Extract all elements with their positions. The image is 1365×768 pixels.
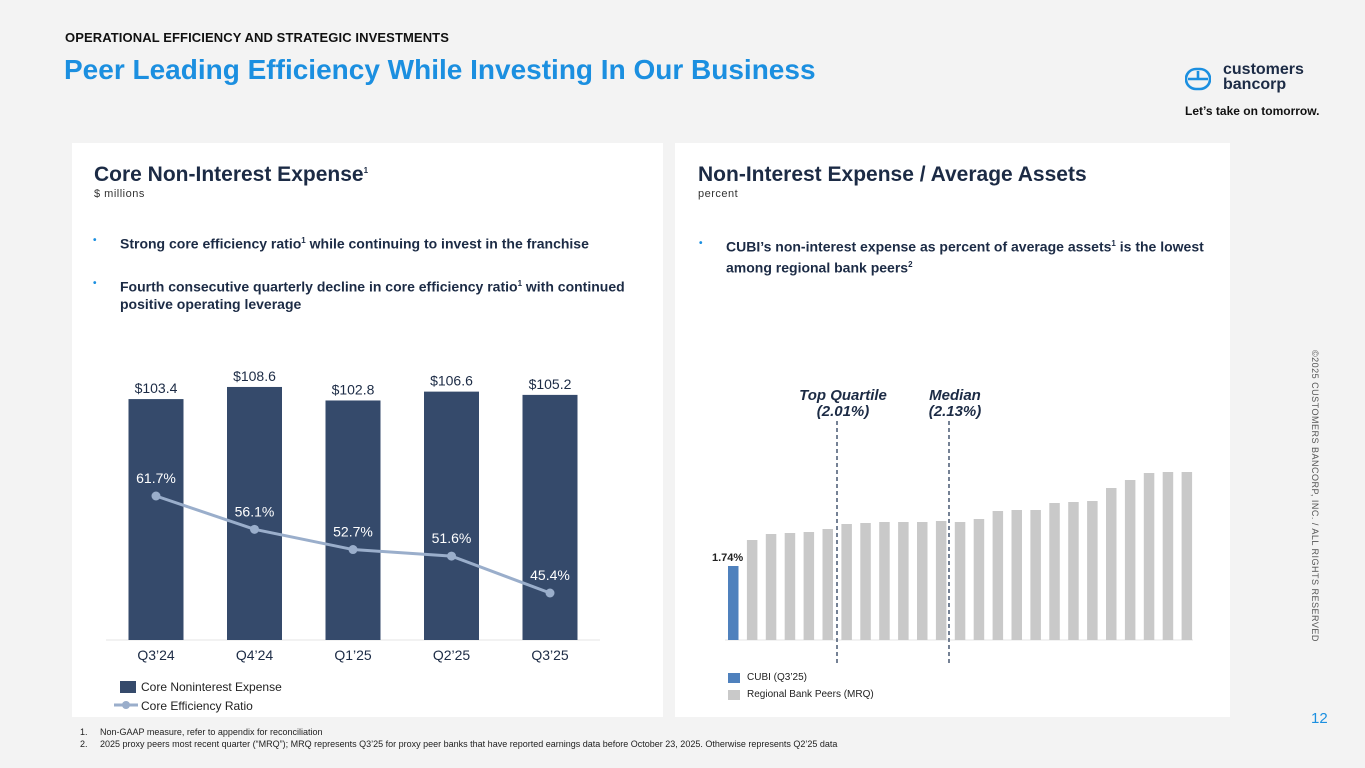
peer-bar — [1030, 510, 1041, 640]
legend-peers-label: Regional Bank Peers (MRQ) — [747, 689, 874, 700]
efficiency-value-label: 51.6% — [432, 530, 472, 546]
reference-line-label: Median — [929, 387, 981, 404]
peer-bar — [898, 522, 909, 640]
x-tick-label: Q3’25 — [531, 647, 569, 663]
peer-bar — [1143, 473, 1155, 640]
x-tick-label: Q2’25 — [433, 647, 471, 663]
core-expense-chart: $103.4 Q3’24 $108.6 Q4’24 $102.8 Q1’25 $106.6 Q… — [106, 368, 600, 663]
peer-comparison-chart: 1.74% Top Quartile(2.01%) Median(2.13%) — [712, 387, 1193, 663]
expense-bar — [522, 394, 578, 640]
expense-to-assets-panel: Non-Interest Expense / Average Assets pe… — [675, 143, 1230, 717]
customers-bancorp-logo-icon — [1185, 67, 1211, 91]
expense-bar — [128, 399, 184, 640]
peer-bar — [1106, 488, 1117, 640]
logo-name-line1: customers — [1223, 61, 1304, 78]
core-expense-panel: Core Non-Interest Expense1 $ millions • S… — [72, 143, 663, 717]
peer-bar — [935, 521, 947, 640]
reference-line-value: (2.01%) — [817, 403, 870, 420]
reference-line-value: (2.13%) — [929, 403, 982, 420]
right-panel-subtitle: percent — [698, 188, 739, 200]
legend-line-swatch — [114, 701, 138, 709]
efficiency-value-label: 56.1% — [235, 503, 275, 519]
legend-bar-swatch — [120, 681, 136, 693]
efficiency-point — [250, 524, 259, 534]
logo-name-line2: bancorp — [1223, 76, 1287, 93]
legend-line-label: Core Efficiency Ratio — [141, 699, 253, 713]
footnote: 2. 2025 proxy peers most recent quarter … — [80, 739, 838, 749]
peer-bar — [1049, 503, 1060, 640]
peer-bar — [860, 523, 871, 640]
x-tick-label: Q3’24 — [137, 647, 175, 663]
page-title: Peer Leading Efficiency While Investing … — [64, 54, 816, 85]
tagline: Let’s take on tomorrow. — [1185, 104, 1320, 118]
x-tick-label: Q1’25 — [334, 647, 372, 663]
right-bullet: • CUBI’s non-interest expense as percent … — [699, 235, 1206, 276]
left-panel-title: Core Non-Interest Expense1 — [94, 163, 369, 186]
bullet-dot-icon: • — [93, 235, 97, 246]
peer-bar — [803, 532, 815, 640]
efficiency-value-label: 52.7% — [333, 524, 373, 540]
legend-cubi-label: CUBI (Q3’25) — [747, 672, 808, 683]
peer-bar — [1011, 510, 1022, 640]
legend-peers-swatch — [728, 690, 740, 700]
peer-bar — [1124, 480, 1136, 640]
efficiency-point — [151, 491, 161, 501]
section-label: OPERATIONAL EFFICIENCY AND STRATEGIC INV… — [65, 30, 449, 45]
peer-bar — [1162, 472, 1174, 640]
efficiency-point — [447, 551, 456, 561]
peer-bar — [841, 524, 852, 640]
peer-bar — [765, 534, 777, 640]
peer-bar — [784, 533, 796, 640]
right-panel-title: Non-Interest Expense / Average Assets — [698, 163, 1087, 186]
peer-bar — [879, 522, 890, 640]
bar-value-label: $108.6 — [233, 368, 276, 384]
peer-bar — [1181, 472, 1193, 640]
left-bullet: • Strong core efficiency ratio1 while con… — [93, 232, 640, 253]
bullet-dot-icon: • — [699, 238, 703, 249]
bar-value-label: $103.4 — [135, 380, 178, 396]
peer-bar — [992, 511, 1004, 640]
peer-bar — [1087, 501, 1098, 640]
bar-value-label: $106.6 — [430, 373, 473, 389]
left-title-footnote: 1 — [363, 166, 369, 175]
peer-bar — [973, 519, 985, 640]
bar-value-label: $102.8 — [332, 381, 375, 397]
x-tick-label: Q4’24 — [236, 647, 274, 663]
expense-bar — [227, 386, 282, 640]
cubi-value-label: 1.74% — [712, 552, 743, 564]
page-number: 12 — [1311, 710, 1328, 727]
copyright-text: ©2025 CUSTOMERS BANCORP, INC. / ALL RIGH… — [1310, 350, 1320, 642]
efficiency-point — [348, 545, 358, 555]
left-bullet: • Fourth consecutive quarterly decline in… — [93, 275, 640, 313]
reference-line-label: Top Quartile — [799, 387, 887, 404]
legend-cubi-swatch — [728, 673, 740, 683]
peer-bar — [954, 522, 966, 640]
footnote: 1. Non-GAAP measure, refer to appendix f… — [80, 727, 323, 737]
peer-bar — [1068, 502, 1079, 640]
expense-bar — [424, 391, 479, 640]
expense-bar — [325, 400, 381, 640]
bullet-dot-icon: • — [93, 278, 97, 289]
legend-bar-label: Core Noninterest Expense — [141, 680, 282, 694]
efficiency-value-label: 45.4% — [530, 567, 570, 583]
cubi-bar — [728, 566, 739, 640]
peer-bar — [917, 522, 928, 640]
peer-bar — [746, 540, 758, 640]
peer-bar — [822, 529, 833, 640]
efficiency-point — [545, 588, 555, 598]
company-logo: customers bancorp — [1185, 62, 1335, 96]
left-panel-subtitle: $ millions — [94, 188, 145, 200]
efficiency-value-label: 61.7% — [136, 470, 176, 486]
bar-value-label: $105.2 — [529, 376, 572, 392]
